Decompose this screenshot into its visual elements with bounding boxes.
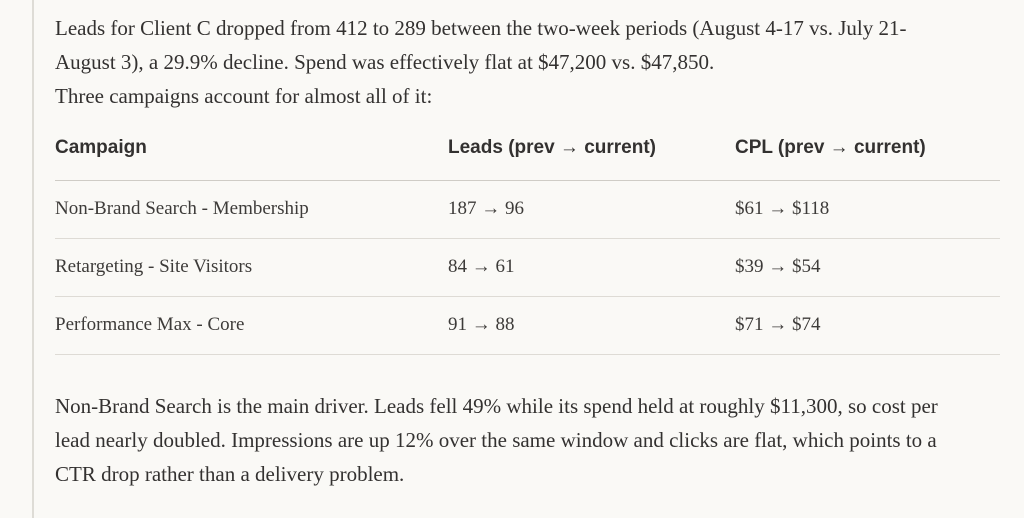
table-body: Non-Brand Search - Membership 187 → 96 $61…	[55, 180, 1000, 355]
table-cell: $61 → $118	[735, 180, 1000, 239]
message: Leads for Client C dropped from 412 to 2…	[55, 11, 1000, 491]
table-cell: 187 → 96	[448, 180, 735, 239]
paragraph: Leads for Client C dropped from 412 to 2…	[55, 16, 907, 74]
column-header: Leads (prev → current)	[448, 124, 735, 181]
table-cell: $39 → $54	[735, 238, 1000, 297]
quote-rule	[32, 0, 34, 518]
table-row: Non-Brand Search - Membership 187 → 96 $61…	[55, 180, 1000, 239]
table-cell: Performance Max - Core	[55, 296, 448, 355]
table-row: Performance Max - Core 91 → 88 $71 → $74	[55, 296, 1000, 355]
table-cell: Non-Brand Search - Membership	[55, 180, 448, 239]
column-header: Campaign	[55, 124, 448, 181]
table-cell: 84 → 61	[448, 238, 735, 297]
paragraph: Three campaigns account for almost all o…	[55, 84, 433, 108]
campaign-table: Campaign Leads (prev → current) CPL (prev …	[55, 124, 1000, 355]
table-row: Retargeting - Site Visitors 84 → 61 $39 → …	[55, 238, 1000, 297]
table-cell: 91 → 88	[448, 296, 735, 355]
table-cell: Retargeting - Site Visitors	[55, 238, 448, 297]
table-cell: $71 → $74	[735, 296, 1000, 355]
table-header: Campaign Leads (prev → current) CPL (prev …	[55, 124, 1000, 181]
paragraph: Non-Brand Search is the main driver. Lea…	[55, 393, 938, 486]
column-header: CPL (prev → current)	[735, 124, 1000, 181]
